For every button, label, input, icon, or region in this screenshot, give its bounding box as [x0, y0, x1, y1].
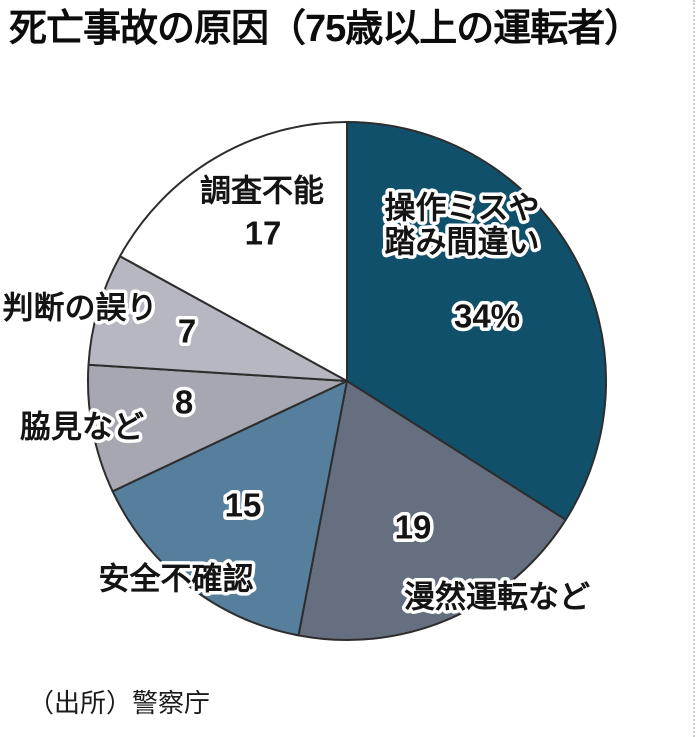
slice-label-0: 操作ミスや: [385, 191, 540, 226]
slice-label-0: 踏み間違い: [385, 225, 540, 260]
pie-slice-5: [119, 121, 348, 382]
pie-slice-4: [87, 255, 348, 382]
pie-slice-3: [87, 363, 348, 493]
pie-slice-0: [346, 121, 608, 521]
slice-label-5: 調査不能: [200, 174, 324, 209]
slice-label-1: 漫然運転など: [404, 580, 590, 615]
source-note: （出所）警察庁: [28, 688, 211, 718]
slice-label-4: 判断の誤り: [3, 291, 158, 326]
crop-edge-dashes: [693, 0, 695, 737]
slice-value-0: 34%: [454, 298, 520, 335]
slice-value-5: 17: [245, 215, 282, 252]
slice-value-1: 19: [395, 509, 432, 546]
chart-title: 死亡事故の原因（75歳以上の運転者）: [9, 8, 642, 50]
slice-label-2: 安全不確認: [99, 562, 254, 597]
slice-value-4: 7: [178, 313, 196, 350]
slice-value-2: 15: [225, 487, 262, 524]
slice-value-3: 8: [175, 384, 193, 421]
pie-slice-1: [297, 380, 567, 641]
pie-slice-2: [111, 380, 348, 637]
slice-label-3: 脇見など: [20, 410, 144, 445]
